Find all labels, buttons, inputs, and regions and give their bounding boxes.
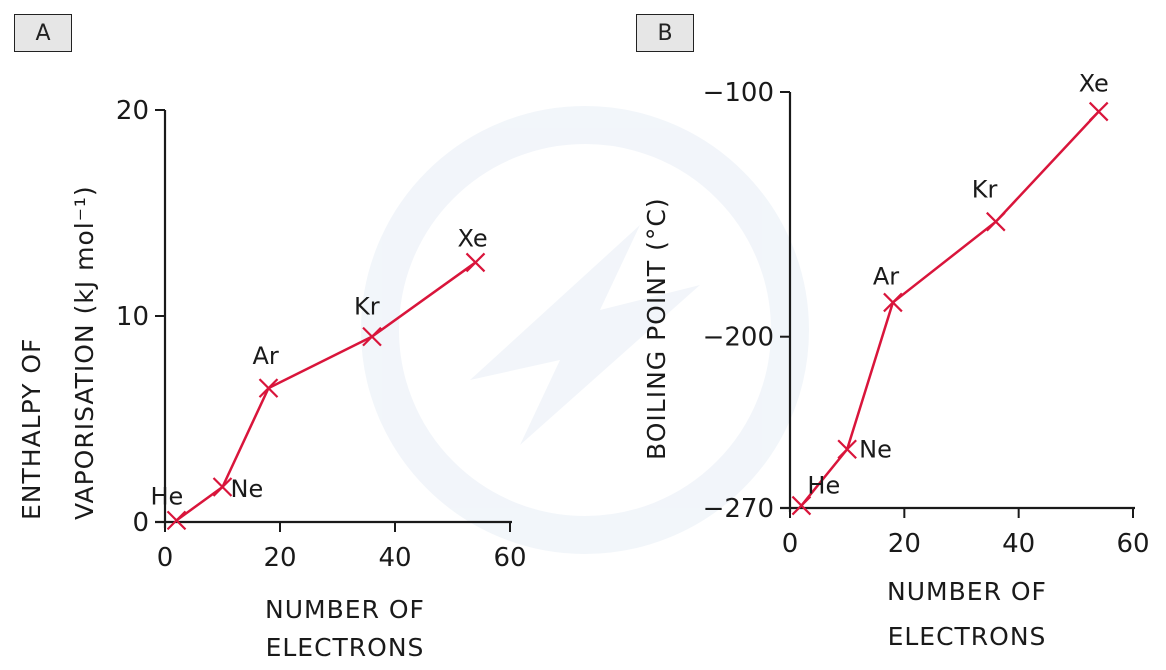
x-axis-label: ELECTRONS [266,633,425,662]
panel-b-tag: B [636,14,694,52]
chart-a: 0 20 40 60 0 10 20 He Ne Ar Kr Xe NUMBER OF ELECTRONS… [17,96,527,662]
x-tick-label: 60 [1116,529,1149,559]
watermark-bolt [470,225,700,445]
data-point-marker [791,495,812,516]
x-axis-label: NUMBER OF [887,577,1047,606]
x-tick-label: 20 [263,543,296,573]
data-point-marker [837,439,857,460]
y-tick-label: −100 [703,78,774,108]
x-axis-label: ELECTRONS [888,622,1047,651]
y-tick-label: 0 [132,508,149,538]
data-point-marker [465,252,486,273]
data-point-marker [212,477,233,497]
data-point-marker [883,292,903,313]
data-point-label: He [807,472,840,500]
series-line [800,110,1100,507]
y-tick-label: −270 [703,494,774,524]
x-tick-label: 20 [888,529,921,559]
x-tick-label: 0 [782,529,799,559]
data-point-marker [1088,101,1109,122]
x-tick-label: 40 [1002,529,1035,559]
x-tick-label: 60 [493,543,526,573]
panel-a-tag: A [14,14,72,52]
x-tick-label: 0 [157,543,174,573]
y-tick-label: −200 [703,323,774,353]
data-point-label: Ne [859,435,892,463]
y-axis-label: VAPORISATION (kJ mol⁻¹) [70,185,99,520]
y-tick-label: 10 [116,302,149,332]
y-axis-label: ENTHALPY OF [17,338,46,520]
data-point-marker [258,378,279,398]
data-point-marker [986,211,1006,232]
data-point-label: Xe [1079,70,1109,98]
data-point-marker [166,510,187,531]
y-axis-label: BOILING POINT (°C) [642,197,671,460]
y-tick-label: 20 [116,96,149,126]
x-tick-label: 40 [378,543,411,573]
data-point-label: Ar [873,262,899,290]
data-point-label: Ne [231,475,264,503]
chart-b: 0 20 40 60 −270 −200 −100 He Ne Ar Kr Xe NUMBER OF EL… [642,70,1150,651]
data-point-label: Kr [972,176,998,204]
data-point-label: Kr [354,293,380,321]
x-axis-label: NUMBER OF [265,595,425,624]
data-point-label: He [151,482,184,510]
data-point-marker [362,326,382,347]
data-point-label: Xe [458,224,488,252]
data-point-label: Ar [253,342,279,370]
